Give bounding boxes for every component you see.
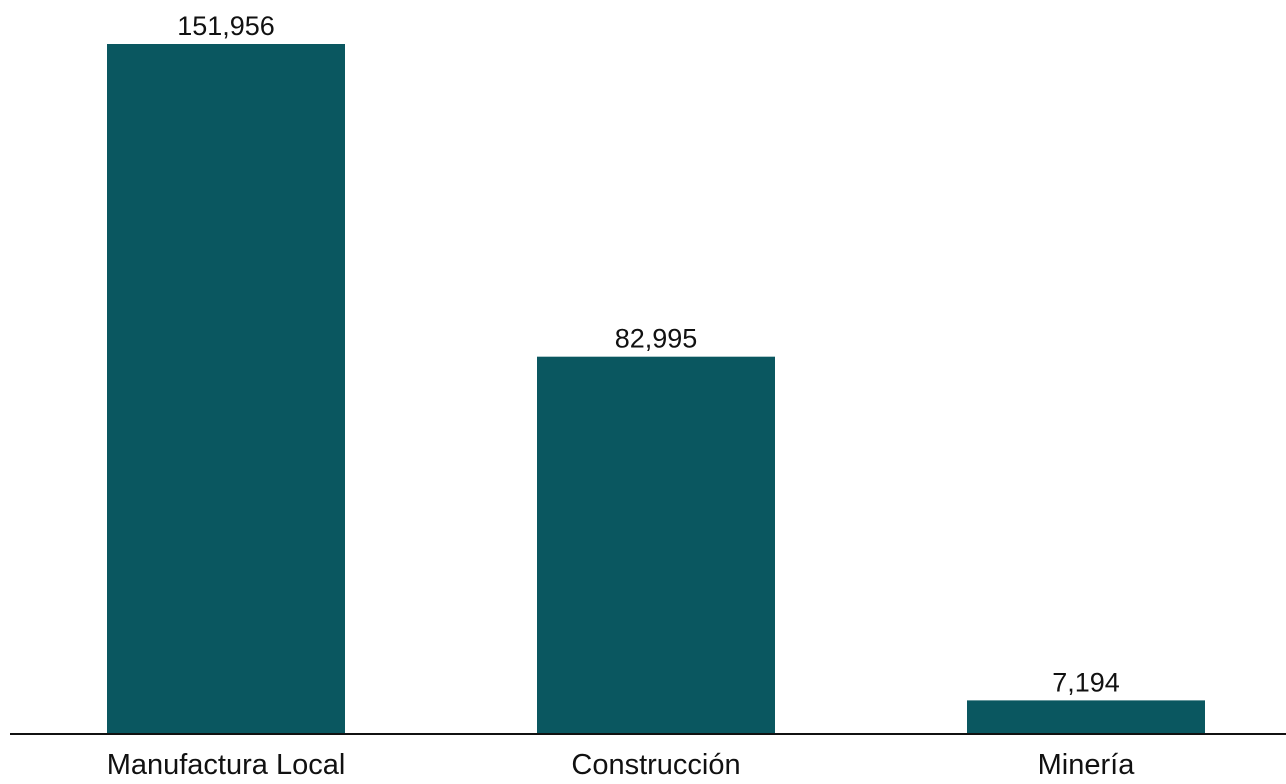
- bars-layer: [107, 44, 1205, 733]
- x-tick-label: Manufactura Local: [107, 749, 346, 779]
- bar: [537, 356, 775, 733]
- x-tick-labels: Manufactura Local Construcción Minería: [107, 749, 1136, 781]
- value-labels-layer: 151,956 82,995 7,194: [177, 11, 1120, 697]
- bar-value-label: 151,956: [177, 11, 275, 41]
- bar: [967, 700, 1205, 733]
- x-tick-label: Minería: [1038, 749, 1136, 779]
- bar-value-label: 82,995: [615, 324, 698, 354]
- bar: [107, 44, 345, 733]
- x-tick-label: Construcción: [571, 749, 740, 779]
- bar-value-label: 7,194: [1052, 667, 1120, 697]
